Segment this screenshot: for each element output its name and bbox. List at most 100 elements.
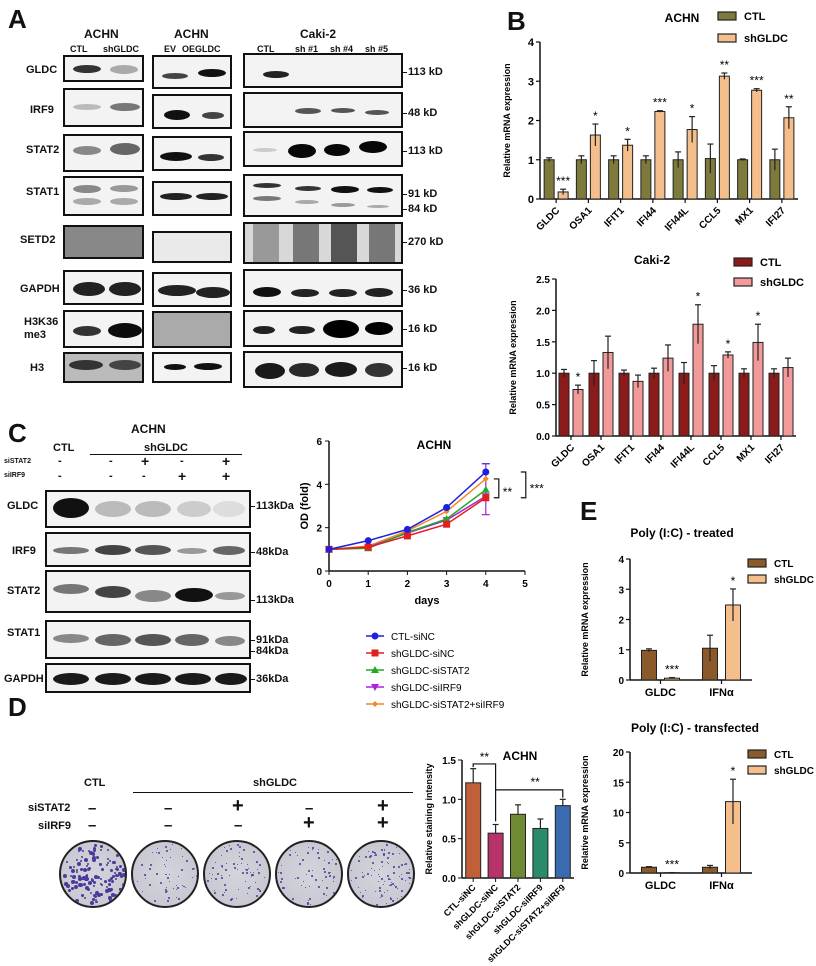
blot-row-label: IRF9 [12,545,36,557]
blot-caki2-irf9 [243,92,403,128]
blot-row-label: STAT1 [26,186,60,198]
treatment-sign: - [58,455,62,467]
blot-c-gapdh [45,663,251,693]
blot-caki2-gldc [243,53,403,88]
legend-swatch [747,749,767,759]
kda-marker: 113kDa [251,594,294,606]
legend-swatch [717,33,737,43]
blot-c-gldc [45,490,251,528]
bar [572,389,584,437]
blot-row-label: GLDC [7,500,39,512]
treatment-sign: – [88,800,97,817]
chart-title: ACHN [503,749,538,763]
treatment-sign: + [377,812,389,834]
y-tick-label: 0 [618,869,624,880]
legend-label: shGLDC-siNC [391,649,454,660]
lane-label: sh #4 [330,44,354,54]
legend-label: shGLDC [774,575,814,586]
blot-achn-h3k36me3 [63,310,144,348]
kda-marker: 36kDa [251,673,288,685]
legend-label: shGLDC [744,33,788,45]
treatment-label: siIRF9 [38,820,72,832]
blot-row-label: SETD2 [20,234,56,246]
legend-swatch [747,558,767,568]
y-tick-label: 1.5 [442,756,456,767]
significance-marker: * [726,337,731,351]
bar [575,159,587,200]
bar [783,117,795,200]
bar [718,75,730,200]
kda-marker: 48kDa [251,546,288,558]
bar [465,782,482,879]
series-line [328,497,487,551]
x-tick-label: MX1 [735,442,758,465]
colony-plate-siirf9 [275,840,343,908]
colony-plate-sistat2-siirf9 [347,840,415,908]
significance-marker: * [576,370,581,384]
blot-achn-gldc [63,55,144,82]
legend-label: shGLDC-siSTAT2 [391,666,470,677]
shgldc-label: shGLDC [253,777,297,789]
x-tick-label: IFI44 [643,442,667,466]
blot-ev-h3 [152,352,232,383]
legend-label: CTL [774,559,793,570]
significance-marker: ** [720,58,730,72]
x-tick-label: GLDC [645,687,676,699]
y-tick-label: 5 [618,839,624,850]
x-tick-label: 3 [444,579,450,590]
kd-marker: 91 kD [403,188,437,200]
bar [558,372,570,437]
blot-ev-h3k36me3 [152,311,232,348]
blot-c-stat2 [45,570,251,613]
significance-marker: *** [556,174,570,188]
colony-plate-shgldc-sinc [131,840,199,908]
x-tick-label: OSA1 [567,205,594,232]
blot-title: ACHN [131,422,166,436]
legend-label: CTL [744,11,766,23]
significance-marker: ** [480,750,490,764]
x-tick-label: IFIT1 [602,205,627,230]
lane-label: sh #5 [365,44,389,54]
treatment-sign: + [178,468,187,484]
chart-title: ACHN [417,438,452,452]
ctl-label: CTL [53,442,75,454]
chart-title: Caki-2 [634,253,670,267]
legend-label: shGLDC [760,277,804,289]
x-tick-label: IFNα [709,687,734,699]
y-tick-label: 0.0 [442,874,456,885]
treatment-sign: + [232,795,244,817]
treatment-sign: + [377,795,389,817]
blot-row-label: H3 [30,362,45,374]
y-axis-label: Relative mRNA expression [508,300,518,414]
treatment-label: siIRF9 [4,472,26,479]
y-tick-label: 0 [618,676,624,687]
lane-label: sh #1 [295,44,319,54]
panel-letter-d: D [8,692,27,722]
panel-letter-b: B [507,6,526,36]
y-tick-label: 0 [316,567,322,578]
chart-title: Poly (I:C) - transfected [631,721,759,735]
y-tick-label: 3 [618,585,624,596]
blot-ev-stat1 [152,181,232,216]
significance-marker: * [690,102,695,116]
y-tick-label: 6 [316,437,322,448]
kda-marker: 113kDa [251,500,294,512]
chart-title: Poly (I:C) - treated [630,526,733,540]
blot-row-label: GAPDH [4,673,44,685]
blot-achn-setd2 [63,225,144,259]
kd-marker: 48 kD [403,107,437,119]
treatment-sign: + [141,453,150,469]
x-tick-label: IFI44L [669,442,697,470]
y-tick-label: 0.0 [536,432,550,443]
y-tick-label: 0.5 [442,835,456,846]
bar [738,372,750,437]
legend-label: CTL [774,750,793,761]
x-tick-label: 0 [326,579,332,590]
kd-marker: 113 kD [403,145,443,157]
bar [654,110,666,200]
significance-marker: * [731,574,736,588]
legend-swatch [747,574,767,584]
chart-title: ACHN [665,11,700,25]
blot-caki2-stat2 [243,131,403,167]
